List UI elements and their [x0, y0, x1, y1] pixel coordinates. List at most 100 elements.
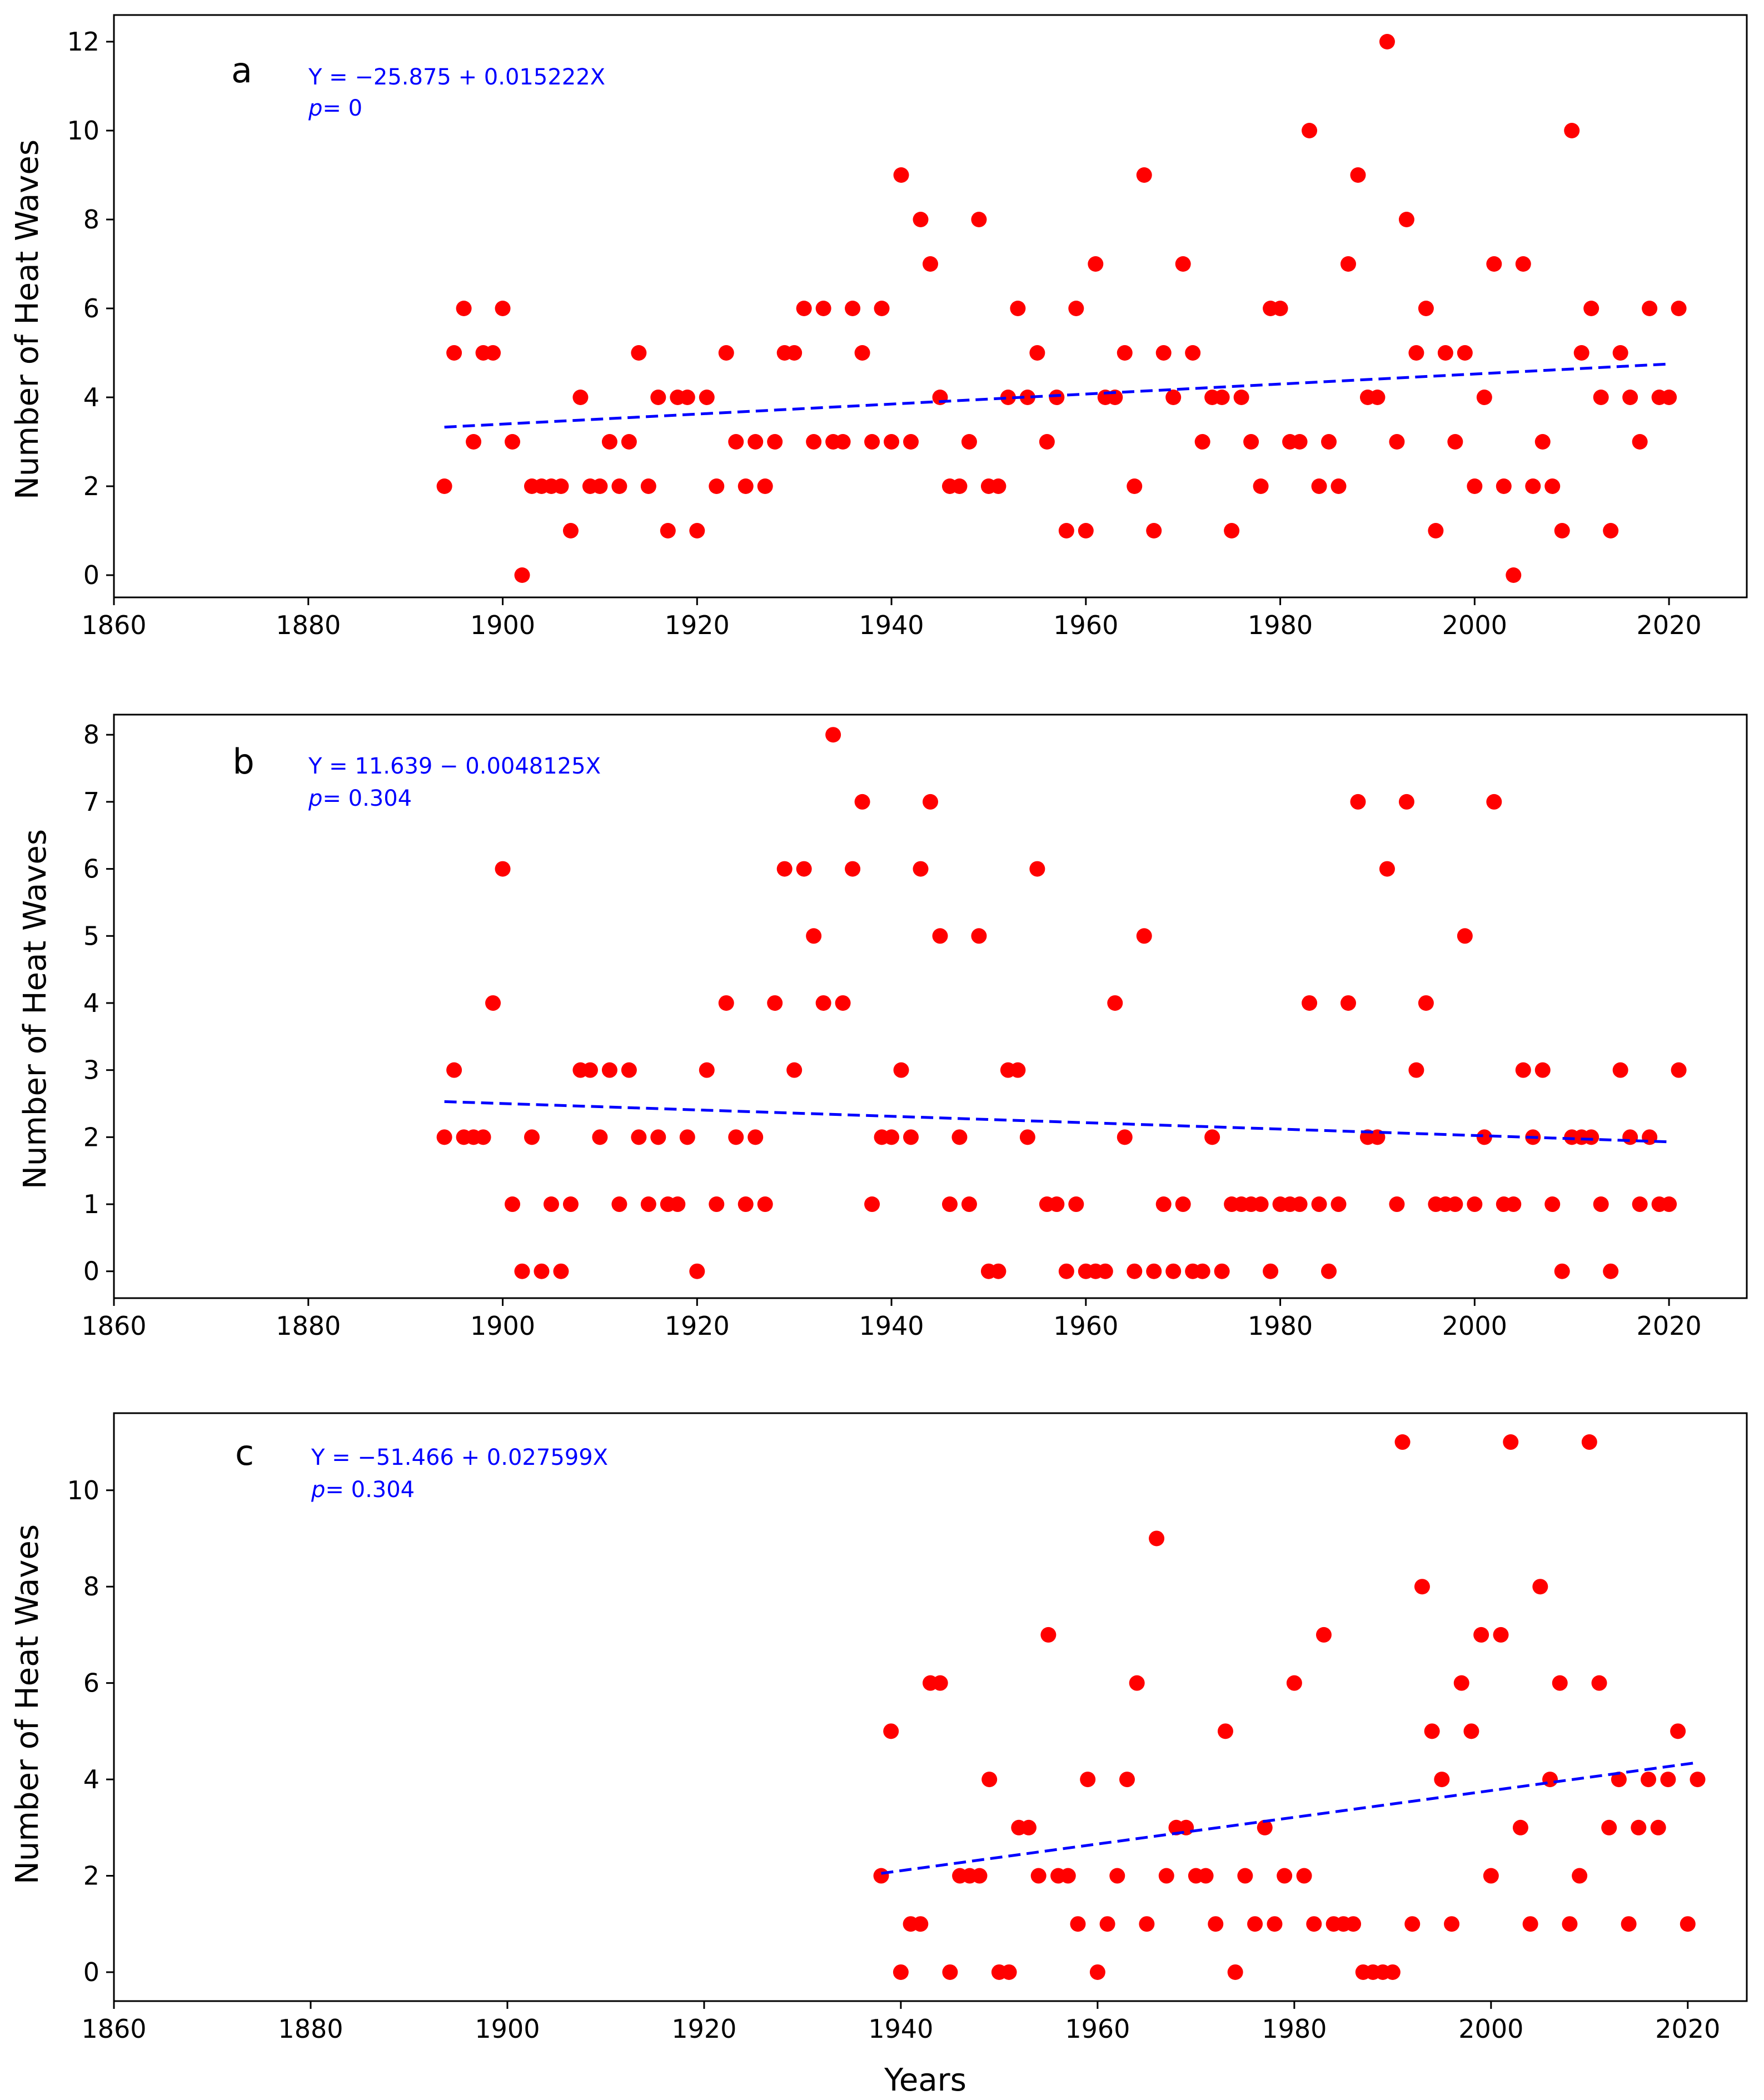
x-tick-label: 1900 [470, 610, 535, 640]
data-point [728, 1129, 744, 1145]
plot-area-frame [113, 14, 1748, 598]
data-point [592, 1129, 608, 1145]
data-point [1483, 1868, 1499, 1884]
regression-equation: Y = −51.466 + 0.027599X [311, 1445, 608, 1470]
x-tick-label: 1980 [1262, 2014, 1327, 2044]
x-tick-label: 1940 [859, 610, 924, 640]
data-point [1515, 1062, 1531, 1078]
data-point [1612, 345, 1628, 361]
data-point [1311, 478, 1327, 494]
data-point [1107, 995, 1123, 1011]
data-point [621, 1062, 637, 1078]
data-point [1070, 1916, 1086, 1932]
data-point [1340, 256, 1356, 272]
data-point [1165, 1263, 1182, 1279]
data-point [1496, 478, 1512, 494]
data-point [562, 523, 579, 538]
data-point [1398, 212, 1414, 227]
data-point [1340, 995, 1356, 1011]
data-point [1583, 1129, 1599, 1145]
data-point [1671, 301, 1687, 316]
data-point [903, 1129, 919, 1145]
data-point [1552, 1675, 1568, 1691]
data-point [1302, 123, 1318, 138]
x-tick-label: 1960 [1053, 1311, 1118, 1341]
data-point [748, 1129, 764, 1145]
data-point [1447, 434, 1463, 450]
data-point [971, 212, 987, 227]
data-point [1444, 1916, 1460, 1932]
data-point [1554, 1263, 1570, 1279]
data-point [874, 301, 890, 316]
data-point [1611, 1772, 1627, 1788]
data-point [1473, 1627, 1489, 1643]
data-point [495, 301, 511, 316]
data-point [1292, 434, 1308, 450]
plot-area-frame [113, 714, 1748, 1299]
plot-area-frame [113, 1412, 1748, 2002]
data-point [786, 345, 803, 361]
data-point [1660, 1772, 1676, 1788]
data-point [815, 301, 831, 316]
data-point [1379, 34, 1395, 49]
data-point [543, 1196, 559, 1213]
p-value: p= 0 [308, 96, 362, 121]
data-point [1384, 1964, 1401, 1980]
data-point [1493, 1627, 1509, 1643]
data-point [679, 390, 695, 405]
data-point [1434, 1772, 1450, 1788]
x-tick-label: 1960 [1053, 610, 1118, 640]
x-tick-label: 1860 [81, 610, 146, 640]
data-point [913, 212, 929, 227]
p-symbol: p [311, 1477, 325, 1503]
x-tick-label: 2020 [1637, 1311, 1702, 1341]
data-point [436, 1129, 452, 1145]
data-point [436, 478, 452, 494]
data-point [475, 1129, 491, 1145]
data-point [446, 345, 462, 361]
data-point [1424, 1723, 1440, 1739]
y-tick-label: 12 [67, 27, 99, 57]
panel-b: Number of Heat Waves b Y = 11.639 − 0.00… [17, 714, 1748, 1341]
data-point [1641, 1772, 1657, 1788]
data-point [1593, 390, 1609, 405]
y-tick-label: 0 [83, 1957, 99, 1987]
panel-letter: a [231, 50, 252, 91]
data-point [631, 345, 647, 361]
data-point [1088, 256, 1104, 272]
data-point [1010, 1062, 1026, 1078]
data-point [806, 434, 822, 450]
data-point [786, 1062, 803, 1078]
data-point [1080, 1772, 1096, 1788]
x-tick-label: 1980 [1248, 610, 1313, 640]
data-point [601, 1062, 617, 1078]
data-point [709, 1196, 725, 1213]
y-tick-label: 6 [83, 1668, 99, 1698]
data-point [650, 1129, 666, 1145]
y-tick-label: 1 [83, 1189, 99, 1219]
y-tick-label: 4 [83, 988, 99, 1018]
y-tick-label: 8 [83, 720, 99, 750]
data-point [534, 1263, 550, 1279]
data-point [1486, 256, 1502, 272]
data-point [1158, 1868, 1174, 1884]
data-point [1060, 1868, 1076, 1884]
data-point [1603, 1263, 1619, 1279]
data-point [1467, 478, 1483, 494]
trend-line [444, 362, 1670, 429]
data-point [923, 256, 938, 272]
data-point [854, 794, 870, 810]
data-point [1512, 1819, 1528, 1835]
data-point [1642, 301, 1658, 316]
data-point [1369, 390, 1386, 405]
data-point [1321, 1263, 1337, 1279]
data-point [951, 1129, 968, 1145]
data-point [932, 928, 948, 944]
data-point [1204, 1129, 1220, 1145]
y-tick-label: 8 [83, 204, 99, 235]
data-point [1198, 1868, 1214, 1884]
data-point [1583, 301, 1599, 316]
data-point [1263, 1263, 1279, 1279]
data-point [776, 861, 793, 877]
data-point [1437, 345, 1453, 361]
